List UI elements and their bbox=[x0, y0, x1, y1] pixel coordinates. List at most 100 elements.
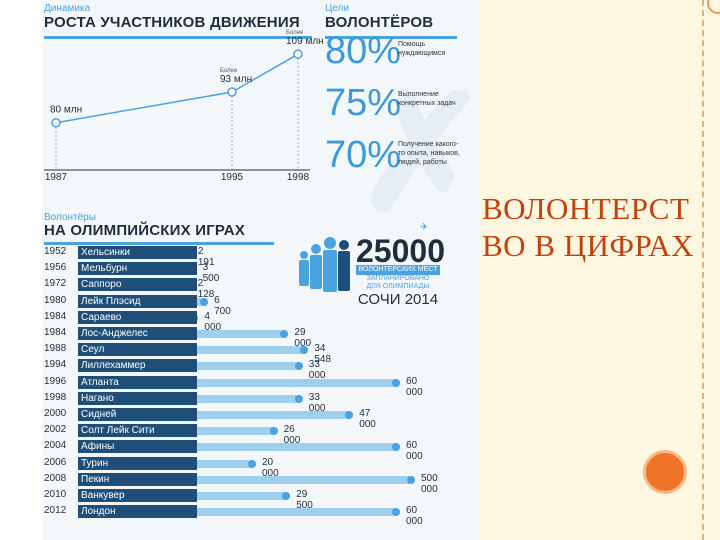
growth-point-prefix: Более bbox=[220, 68, 238, 74]
growth-point bbox=[227, 87, 237, 97]
olympics-row-year: 2008 bbox=[44, 472, 67, 484]
olympics-title: НА ОЛИМПИЙСКИХ ИГРАХ bbox=[44, 222, 246, 239]
goal-pct-3: 70% bbox=[325, 134, 402, 176]
olympics-bar bbox=[164, 427, 278, 436]
olympics-row-city: Ванкувер bbox=[78, 489, 197, 502]
goal-pct-1: 80% bbox=[325, 30, 402, 72]
olympics-row-year: 2012 bbox=[44, 505, 67, 517]
olympics-row-value: 34 548 bbox=[314, 343, 332, 366]
olympics-bar bbox=[164, 443, 400, 452]
decorative-ring bbox=[707, 0, 720, 14]
olympics-bar-cap bbox=[200, 297, 209, 306]
olympics-row-city: Сеул bbox=[78, 343, 197, 357]
olympics-row-value: 60 000 bbox=[406, 375, 423, 398]
sochi-volunteer-count: 25000 bbox=[356, 233, 445, 269]
growth-tick-label: 1995 bbox=[221, 172, 244, 183]
olympics-row-city: Хельсинки bbox=[78, 246, 197, 259]
olympics-bar-cap bbox=[392, 443, 400, 452]
olympics-row-year: 1980 bbox=[44, 294, 67, 306]
olympics-row-city: Пекин bbox=[78, 472, 197, 486]
olympics-bar bbox=[164, 378, 400, 387]
olympics-eyebrow: Волонтёры bbox=[44, 212, 96, 223]
growth-series-line bbox=[55, 53, 299, 124]
olympics-row-value: 20 000 bbox=[262, 456, 279, 479]
olympics-bar-cap bbox=[280, 330, 289, 338]
olympics-row-year: 1984 bbox=[44, 327, 67, 338]
olympics-row-city: Афины bbox=[78, 440, 197, 454]
olympics-row-city: Лиллехаммер bbox=[78, 359, 197, 373]
sochi-band: ВОЛОНТЕРСКИХ МЕСТ bbox=[356, 265, 440, 275]
growth-point-prefix: Более bbox=[286, 30, 304, 36]
olympics-row-value: 26 000 bbox=[283, 424, 301, 447]
goals-background-mark: ✗ bbox=[355, 64, 490, 243]
olympics-row-year: 1952 bbox=[44, 246, 67, 257]
sochi-line-3: ДЛЯ ОЛИМПИАДЫ bbox=[366, 283, 430, 290]
olympics-row-year: 1998 bbox=[44, 391, 67, 403]
growth-point-label: 93 млн bbox=[220, 74, 252, 85]
sochi-line-2: ЗАПЛАНИРОВАНО bbox=[366, 275, 430, 282]
olympics-bar bbox=[164, 394, 303, 403]
slide-title: ВОЛОНТЕРСТ ВО В ЦИФРАХ bbox=[482, 190, 694, 264]
growth-point-label: 109 млн bbox=[286, 36, 324, 47]
goals-eyebrow: Цели bbox=[325, 3, 350, 14]
olympics-bar-cap bbox=[392, 378, 400, 387]
growth-tick-label: 1987 bbox=[45, 172, 68, 183]
olympics-bar bbox=[164, 411, 354, 419]
olympics-bar bbox=[164, 492, 291, 500]
olympics-row-value: 2 128 bbox=[197, 278, 215, 301]
olympics-row-year: 1996 bbox=[44, 375, 67, 387]
olympics-row-city: Мельбурн bbox=[78, 262, 197, 276]
olympics-row-city: Саппоро bbox=[78, 278, 197, 292]
olympics-row-value: 33 000 bbox=[308, 391, 326, 414]
growth-point-label: 80 млн bbox=[50, 105, 82, 116]
olympics-row-value: 500 000 bbox=[421, 472, 438, 495]
volunteers-people-icon bbox=[299, 237, 350, 292]
goal-pct-2: 75% bbox=[325, 82, 402, 124]
olympics-bar-cap bbox=[392, 508, 400, 517]
olympics-row-city: Сидней bbox=[78, 408, 197, 421]
growth-eyebrow: Динамика bbox=[44, 3, 91, 14]
olympics-underline bbox=[44, 242, 274, 245]
olympics-row-year: 2010 bbox=[44, 489, 67, 500]
olympics-row-year: 2006 bbox=[44, 456, 67, 468]
olympics-bar bbox=[164, 346, 309, 355]
olympics-row-value: 2 191 bbox=[197, 246, 215, 268]
olympics-row-year: 2002 bbox=[44, 424, 67, 436]
olympics-row-year: 1972 bbox=[44, 278, 67, 290]
olympics-bar-cap bbox=[345, 411, 354, 419]
olympics-row-value: 3 500 bbox=[202, 262, 220, 285]
olympics-row-year: 1994 bbox=[44, 359, 67, 371]
olympics-row-city: Лейк Плэсид bbox=[78, 294, 197, 308]
goal-text-2: Выполнение конкретных задач bbox=[398, 91, 456, 107]
olympics-row-value: 33 000 bbox=[308, 359, 326, 382]
growth-underline bbox=[44, 36, 312, 39]
olympics-bar-cap bbox=[407, 475, 415, 484]
olympics-row-value: 4 000 bbox=[204, 310, 222, 333]
olympics-row-value: 29 000 bbox=[294, 327, 312, 349]
goals-title: ВОЛОНТЁРОВ bbox=[325, 14, 434, 31]
olympics-row-value: 47 000 bbox=[359, 408, 376, 430]
olympics-bar-cap bbox=[294, 394, 303, 403]
olympics-row-city: Лос-Анджелес bbox=[78, 327, 197, 340]
olympics-bar-cap bbox=[269, 427, 278, 436]
slide-title-line-1: ВОЛОНТЕРСТ bbox=[482, 191, 690, 226]
olympics-bar-cap bbox=[294, 362, 303, 371]
olympics-row-year: 1988 bbox=[44, 343, 67, 355]
slide-title-line-2: ВО В ЦИФРАХ bbox=[482, 228, 695, 263]
olympics-row-city: Нагано bbox=[78, 391, 197, 405]
sochi-label: СОЧИ 2014 bbox=[357, 291, 439, 308]
olympics-bar bbox=[164, 475, 415, 484]
orange-circle-decoration bbox=[643, 450, 687, 494]
goal-text-1: Помощь нуждающимся bbox=[398, 41, 446, 57]
growth-point bbox=[293, 49, 303, 59]
olympics-bar bbox=[164, 508, 400, 517]
plane-icon: ✈ bbox=[420, 222, 429, 233]
goals-underline bbox=[325, 36, 457, 39]
olympics-bar bbox=[164, 362, 303, 371]
slide-border-dashed bbox=[702, 0, 704, 540]
olympics-row-value: 60 000 bbox=[406, 440, 423, 463]
olympics-row-year: 1956 bbox=[44, 262, 67, 274]
olympics-row-city: Сараево bbox=[78, 310, 197, 324]
olympics-row-year: 2000 bbox=[44, 408, 67, 419]
